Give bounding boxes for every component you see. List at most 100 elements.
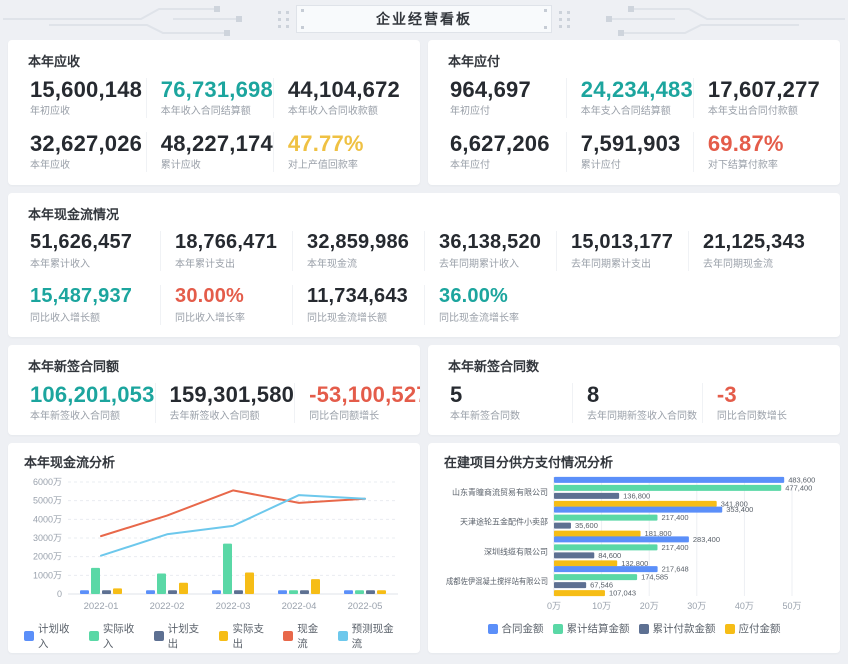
stat-value: -53,100,527	[309, 382, 420, 407]
bar-计划收入	[80, 590, 89, 594]
stat-label: 同比收入增长率	[175, 313, 245, 324]
legend-swatch-icon	[218, 631, 229, 641]
stat-value: 5	[450, 382, 463, 407]
svg-text:成都佐伊混凝土搅拌站有限公司: 成都佐伊混凝土搅拌站有限公司	[446, 576, 548, 586]
stat-value: 24,234,483	[580, 77, 693, 102]
legend-item-计划收入[interactable]: 计划收入	[24, 621, 80, 651]
stat-label: 同比现金流增长额	[307, 313, 387, 324]
line-现金流	[100, 489, 366, 538]
bar-累计付款金额	[554, 492, 620, 499]
legend-swatch-icon	[283, 631, 294, 641]
card-cashflow-analysis-chart: 本年现金流分析 0 1000万 2000万 3000万 4000万 5000万 6000万 2…	[8, 443, 420, 653]
stat-value: 51,626,457	[30, 231, 133, 253]
cashflow-analysis-chart: 0 1000万 2000万 3000万 4000万 5000万 6000万 2022-01 20…	[33, 477, 398, 612]
stat: 36,138,520 去年同期累计收入	[424, 231, 556, 271]
svg-text:深圳线缆有限公司: 深圳线缆有限公司	[484, 546, 548, 556]
card-contract-count: 本年新签合同数 5 本年新签合同数 8 去年同期新签收入合同数 -3 同比合同数增长	[428, 345, 840, 435]
payable-stats: 964,697 年初应付 24,234,483 本年支入合同结算额 17,607,277…	[448, 78, 820, 172]
bar-计划收入	[278, 590, 287, 594]
stat: 36.00% 同比现金流增长率	[424, 285, 556, 325]
stat-label: 本年支入合同结算额	[580, 106, 671, 117]
stat-value: 69.87%	[707, 131, 784, 156]
svg-text:132,800: 132,800	[621, 559, 648, 568]
svg-text:5000万: 5000万	[33, 496, 62, 506]
legend-item-累计付款金额[interactable]: 累计付款金额	[638, 621, 716, 636]
bar-计划收入	[146, 590, 155, 594]
stat-value: 18,766,471	[175, 231, 278, 253]
dashboard-grid: 本年应收 15,600,148 年初应收 76,731,698 本年收入合同结算额 44…	[0, 36, 848, 661]
legend-item-现金流[interactable]: 现金流	[283, 621, 328, 651]
svg-text:2022-02: 2022-02	[150, 601, 185, 612]
legend-item-应付金额[interactable]: 应付金额	[724, 621, 781, 636]
stat-label: 本年累计支出	[175, 259, 235, 270]
legend-item-合同金额[interactable]: 合同金额	[487, 621, 544, 636]
stat: -3 同比合同数增长	[701, 383, 820, 423]
stat: 7,591,903 累计应付	[565, 132, 693, 172]
svg-text:30万: 30万	[687, 601, 706, 611]
legend-swatch-icon	[724, 623, 735, 634]
legend-swatch-icon	[24, 631, 34, 641]
stat-label: 去年同期累计支出	[571, 259, 651, 270]
bar-累计结算金额	[554, 514, 658, 521]
svg-text:20万: 20万	[640, 601, 659, 611]
bar-应付金额	[554, 560, 618, 567]
circuit-decoration-left	[3, 6, 242, 36]
bar-合同金额	[554, 566, 658, 573]
stat-label: 累计应付	[580, 160, 621, 171]
contract-amount-stats: 106,201,053 本年新签收入合同额 159,301,580 去年新签收入合同额…	[28, 382, 420, 423]
bar-实际收入	[223, 543, 232, 594]
svg-text:35,600: 35,600	[575, 521, 598, 530]
receivable-stats: 15,600,148 年初应收 76,731,698 本年收入合同结算额 44,104,…	[28, 78, 400, 172]
bar-实际支出	[311, 579, 320, 594]
legend-label: 计划收入	[37, 623, 70, 650]
legend-swatch-icon	[337, 631, 348, 641]
stat-label: 累计应收	[160, 160, 201, 171]
stat-label: 对下结算付款率	[707, 160, 778, 171]
svg-text:84,600: 84,600	[598, 551, 621, 560]
svg-text:50万: 50万	[782, 601, 801, 611]
page-title: 企业经营看板	[376, 11, 472, 27]
card-contract-amount: 本年新签合同额 106,201,053 本年新签收入合同额 159,301,580 去…	[8, 345, 420, 435]
legend-label: 现金流	[297, 623, 319, 650]
bar-累计付款金额	[554, 522, 571, 529]
legend-item-实际支出[interactable]: 实际支出	[218, 621, 275, 651]
legend-label: 实际收入	[102, 623, 135, 650]
legend-label: 合同金额	[501, 623, 544, 635]
stat-label: 同比收入增长额	[30, 313, 100, 324]
decoration-dots-left	[278, 10, 289, 28]
stat-label: 本年新签合同数	[450, 411, 520, 422]
circuit-decoration-right	[606, 6, 845, 36]
stat-value: 6,627,206	[450, 131, 550, 156]
stat: 15,600,148 年初应收	[28, 78, 146, 118]
stat: 18,766,471 本年累计支出	[160, 231, 292, 271]
cashflow-chart-legend: 计划收入 实际收入 计划支出 实际支出 现金流 预测现金流	[24, 621, 404, 651]
legend-item-实际收入[interactable]: 实际收入	[88, 621, 145, 651]
legend-item-计划支出[interactable]: 计划支出	[153, 621, 210, 651]
stat-value: 48,227,174	[160, 131, 273, 156]
legend-item-累计结算金额[interactable]: 累计结算金额	[552, 621, 630, 636]
stat-value: 11,734,643	[307, 285, 408, 307]
stat-label: 本年现金流	[307, 259, 357, 270]
stat-value: 30.00%	[175, 285, 245, 307]
legend-swatch-icon	[153, 631, 164, 641]
cashflow-stats: 51,626,457 本年累计收入 18,766,471 本年累计支出 32,859,9…	[28, 231, 820, 325]
legend-item-预测现金流[interactable]: 预测现金流	[337, 621, 404, 651]
bar-累计付款金额	[554, 552, 595, 559]
stat: 32,859,986 本年现金流	[292, 231, 424, 271]
corner-dot	[544, 26, 547, 29]
stat: 159,301,580 去年新签收入合同额	[154, 382, 295, 423]
stat-value: 159,301,580	[169, 382, 295, 407]
dashboard-title-box: 企业经营看板	[296, 5, 552, 33]
stat-value: 15,600,148	[30, 77, 143, 102]
card-cashflow-summary: 本年现金流情况 51,626,457 本年累计收入 18,766,471 本年累计支出…	[8, 193, 840, 337]
stat: 5 本年新签合同数	[448, 383, 572, 423]
bar-累计结算金额	[554, 544, 658, 551]
svg-text:107,043: 107,043	[609, 589, 636, 598]
stat-value: 964,697	[450, 77, 531, 102]
svg-text:2022-03: 2022-03	[216, 601, 251, 612]
svg-text:341,800: 341,800	[721, 499, 748, 508]
svg-text:181,800: 181,800	[645, 529, 672, 538]
stat-value: 76,731,698	[160, 77, 273, 102]
stat-value: 15,013,177	[571, 231, 674, 253]
bar-实际支出	[245, 572, 254, 594]
